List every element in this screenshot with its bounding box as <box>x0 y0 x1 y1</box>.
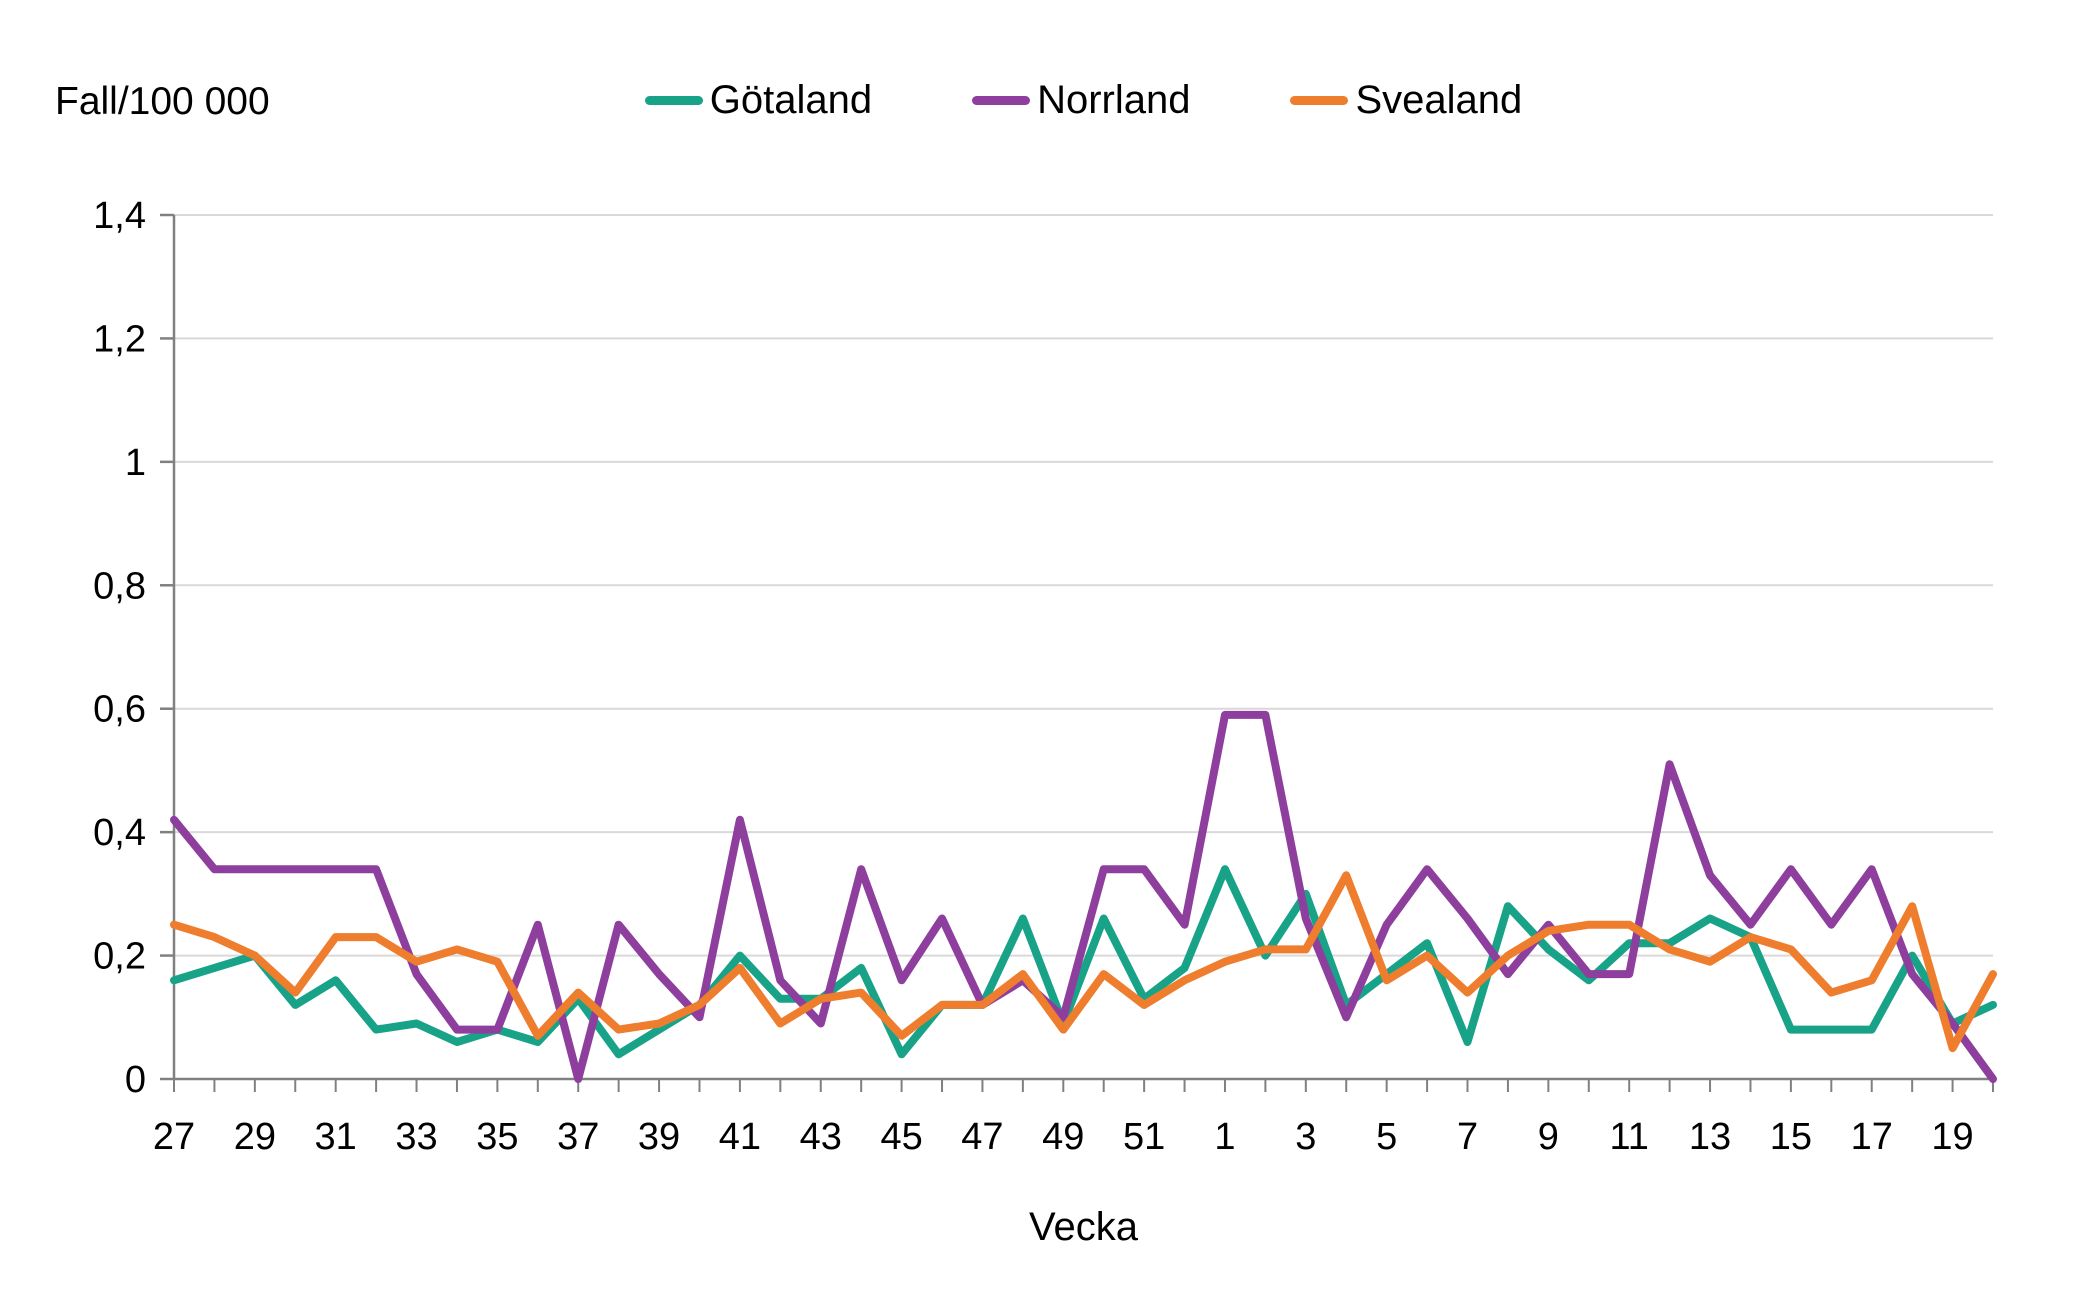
x-tick-label: 29 <box>234 1116 276 1158</box>
x-tick-label: 27 <box>153 1116 195 1158</box>
x-tick-label: 19 <box>1931 1116 1973 1158</box>
x-tick-label: 5 <box>1376 1116 1397 1158</box>
y-tick-label: 0 <box>125 1059 146 1101</box>
x-tick-label: 33 <box>395 1116 437 1158</box>
x-tick-label: 47 <box>961 1116 1003 1158</box>
x-tick-label: 51 <box>1123 1116 1165 1158</box>
y-tick-label: 1,2 <box>93 318 146 360</box>
legend-swatch-icon <box>972 95 1031 105</box>
x-tick-label: 49 <box>1042 1116 1084 1158</box>
x-tick-label: 45 <box>880 1116 922 1158</box>
x-tick-label: 1 <box>1214 1116 1235 1158</box>
y-tick-label: 0,2 <box>93 936 146 978</box>
legend-label: Götaland <box>709 78 873 122</box>
x-tick-label: 31 <box>315 1116 357 1158</box>
legend-swatch-icon <box>1290 95 1349 105</box>
legend-item-norrland: Norrland <box>972 78 1190 122</box>
x-tick-label: 37 <box>557 1116 599 1158</box>
y-tick-label: 0,8 <box>93 565 146 607</box>
x-tick-label: 43 <box>800 1116 842 1158</box>
legend-label: Norrland <box>1037 78 1191 122</box>
y-tick-label: 1,4 <box>93 195 146 237</box>
y-axis-title: Fall/100 000 <box>55 80 270 123</box>
legend-item-svealand: Svealand <box>1290 78 1522 122</box>
x-tick-label: 7 <box>1457 1116 1478 1158</box>
x-axis-title: Vecka <box>1029 1205 1138 1249</box>
legend-item-gtaland: Götaland <box>644 78 873 122</box>
x-tick-label: 15 <box>1770 1116 1812 1158</box>
x-tick-label: 11 <box>1609 1116 1648 1158</box>
y-tick-label: 0,6 <box>93 689 146 731</box>
x-tick-label: 35 <box>476 1116 518 1158</box>
x-tick-label: 9 <box>1538 1116 1559 1158</box>
legend-label: Svealand <box>1355 78 1523 122</box>
x-tick-label: 17 <box>1851 1116 1893 1158</box>
x-tick-label: 3 <box>1295 1116 1316 1158</box>
legend-swatch-icon <box>644 95 703 105</box>
series-line-norrland <box>170 710 1997 1083</box>
x-tick-label: 39 <box>638 1116 680 1158</box>
x-tick-label: 41 <box>719 1116 761 1158</box>
y-tick-label: 0,4 <box>93 812 146 854</box>
y-tick-label: 1 <box>125 442 146 484</box>
x-tick-label: 13 <box>1689 1116 1731 1158</box>
series-line-gtaland <box>170 865 1997 1059</box>
series-line-svealand <box>170 871 1997 1053</box>
legend: Götaland Norrland Svealand <box>174 78 1993 122</box>
